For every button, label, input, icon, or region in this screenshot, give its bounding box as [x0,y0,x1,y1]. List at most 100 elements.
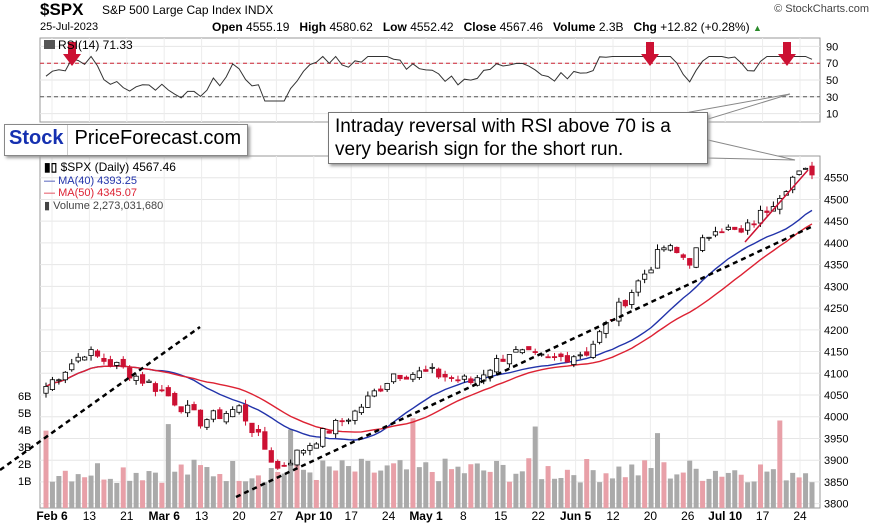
volume-bar [539,479,545,508]
candle-body [313,443,319,449]
candle-body [82,356,88,361]
price-tick-label: 4500 [824,194,848,206]
volume-bar [500,464,506,508]
date-tick-label: 20 [644,509,658,523]
volume-bar [622,477,628,508]
volume-bar [661,462,667,508]
candle-body [551,356,558,359]
volume-bar [777,420,783,508]
price-tick-label: 3900 [824,455,848,467]
volume-bar [532,426,538,508]
volume-bar [642,460,648,508]
candle-body [809,165,815,176]
volume-bar [494,460,500,508]
volume-bar [326,466,332,508]
candle-body [493,358,500,373]
volume-bar [552,478,558,508]
candle-body [262,431,268,450]
price-tick-label: 4100 [824,368,848,380]
copyright: © StockCharts.com [774,3,869,15]
price-tick-label: 4200 [824,325,848,337]
candle-body [390,373,397,383]
candle-body [294,449,300,466]
volume-bar [571,475,577,508]
candle-body [146,380,152,383]
candle-body [732,226,738,230]
callout-pointer [707,139,796,161]
date-tick-label: Feb 6 [36,509,68,523]
low-value: 4552.42 [410,20,454,34]
volume-bar [217,474,223,508]
moving-averages [45,209,813,441]
candle-body [204,419,210,428]
candle-body [725,226,731,230]
volume-bar [577,482,583,508]
volume-bar [346,466,352,508]
annotation-note: Intraday reversal with RSI above 70 is a… [328,112,708,164]
volume-bar [365,460,371,508]
candle-body [101,358,107,362]
candle-body [680,254,686,258]
volume-bar [674,474,680,508]
candle-body [378,388,384,392]
volume-bar [358,458,364,508]
rsi-tick-label: 30 [826,92,838,104]
candle-body [191,404,197,411]
candle-body [474,377,480,386]
rsi-tick-label: 70 [826,58,838,70]
candle-body [719,231,725,234]
volume-bar [300,469,306,508]
candle-body [712,231,719,236]
volume-bar [629,464,635,508]
price-tick-label: 3950 [824,433,848,445]
date-tick-label: 12 [606,509,620,523]
candle-body [275,460,281,469]
chart-date: 25-Jul-2023 [40,21,99,33]
volume-bar [378,470,384,508]
price-legend-text: $SPX (Daily) 4567.46 [61,160,177,174]
price-tick-label: 4250 [824,303,848,315]
rsi-tick-label: 50 [826,75,838,87]
candle-body [635,280,641,293]
volume-bar [288,429,294,508]
volume-tick-label: 4B [18,425,31,437]
low-label: Low [382,20,407,34]
volume-tick-label: 6B [18,391,31,403]
date-tick-label: 24 [382,509,396,523]
ticker-name: S&P 500 Large Cap Index INDX [102,3,274,17]
candle-body [333,420,339,435]
candle-body [693,247,699,268]
volume-bar [352,471,358,508]
candle-body [352,410,358,421]
ma50-legend-text: MA(50) 4345.07 [58,187,137,199]
ticker-symbol: $SPX [40,0,84,19]
candle-body [339,420,345,423]
volume-label: Volume [553,20,596,34]
volume-bar [114,482,120,508]
volume-bar [152,472,158,508]
candle-body [300,450,307,454]
date-tick-label: 26 [681,509,695,523]
volume-bar [75,474,81,508]
volume-bar [803,473,809,508]
candle-body [461,375,468,380]
volume-bar [648,468,654,508]
candle-body [596,331,603,343]
volume-bar [700,480,706,508]
candle-body [94,350,101,357]
candle-body [88,349,94,356]
candle-body [423,369,429,372]
ma40-legend-text: MA(40) 4393.25 [58,175,137,187]
volume-bar [712,470,718,508]
down-arrow-icon [641,42,659,66]
date-tick-label: 20 [232,509,246,523]
volume-bar [442,458,448,508]
candle-body [75,356,81,362]
candle-body [255,429,262,433]
volume-bar [49,481,55,508]
volume-bar [294,460,300,508]
volume-bar [191,459,197,508]
volume-bar [94,463,100,508]
candle-body [127,367,133,379]
candle-body [577,354,583,357]
